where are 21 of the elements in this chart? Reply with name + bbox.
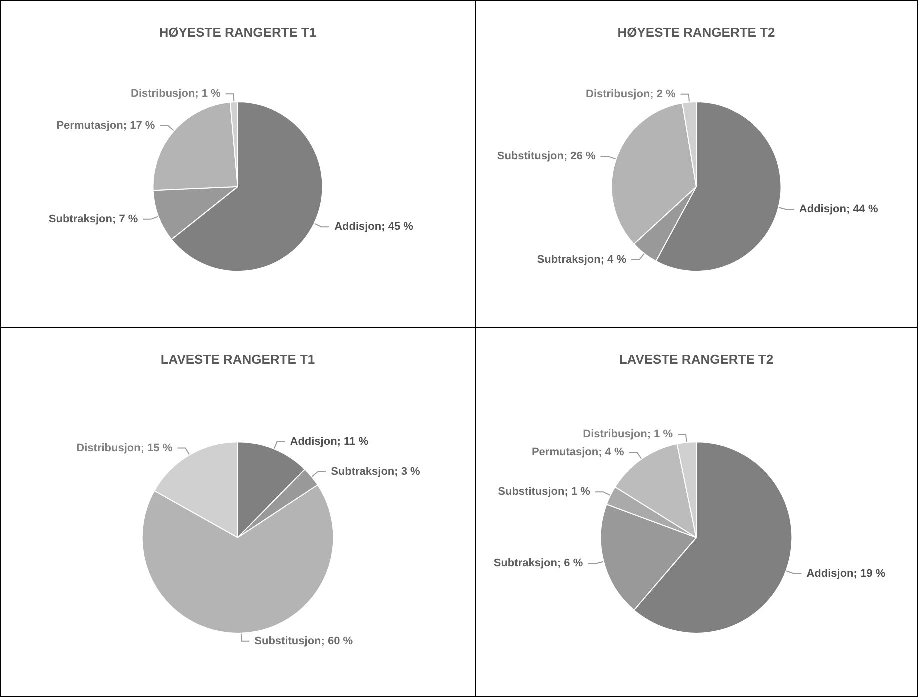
slice-label: Substitusjon; 1 %: [498, 486, 591, 498]
slice-label: Subtraksjon; 4 %: [537, 254, 627, 266]
chart-title: LAVESTE RANGERTE T1: [160, 352, 316, 367]
slice-label: Addisjon; 11 %: [290, 436, 369, 448]
slice-label: Permutasjon; 17 %: [56, 120, 156, 132]
slice-label: Addisjon; 19 %: [806, 568, 886, 580]
slice-label: Distribusjon; 2 %: [586, 88, 676, 100]
slice-label: Addisjon; 44 %: [799, 204, 878, 216]
chart-title: LAVESTE RANGERTE T2: [619, 352, 774, 367]
chart-title: HØYESTE RANGERTE T1: [159, 25, 317, 40]
slice-label: Substitusjon; 60 %: [254, 635, 354, 648]
chart-title: HØYESTE RANGERTE T2: [618, 25, 776, 40]
slice-label: Distribusjon; 15 %: [76, 442, 173, 454]
slice-label: Addisjon; 45 %: [334, 221, 414, 234]
slice-label: Subtraksjon; 3 %: [331, 466, 421, 478]
slice-label: Subtraksjon; 7 %: [48, 213, 138, 226]
slice-label: Distribusjon; 1 %: [583, 428, 674, 441]
slice-label: Subtraksjon; 6 %: [494, 558, 584, 570]
slice-label: Permutasjon; 4 %: [532, 446, 624, 459]
slice-label: Substitusjon; 26 %: [497, 150, 596, 163]
slice-label: Distribusjon; 1 %: [130, 88, 222, 100]
